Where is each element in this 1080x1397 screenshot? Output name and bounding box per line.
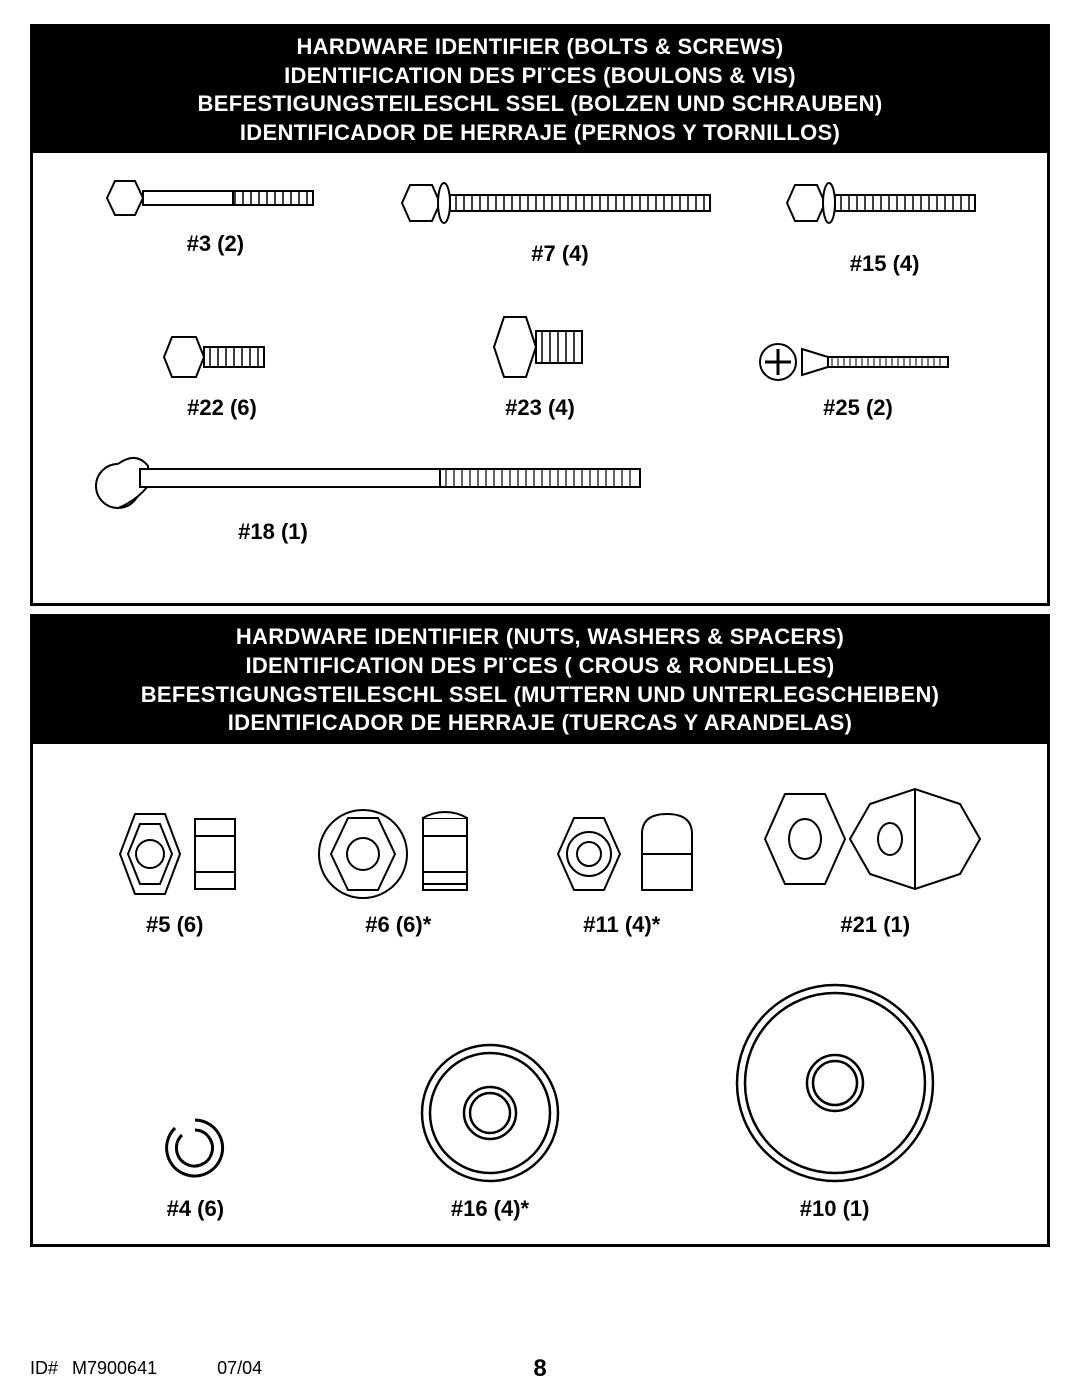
item-label: #11 (4)*: [583, 912, 660, 938]
coupling-nut-icon: [750, 784, 1000, 904]
item-label: #7 (4): [531, 241, 588, 267]
section2-title-line: IDENTIFICATION DES PI¨CES ( CROUS & ROND…: [37, 652, 1043, 681]
lock-washer-icon: [155, 1108, 235, 1188]
hex-bolt-stub-icon: [490, 307, 590, 387]
footer-id-label: ID#: [30, 1358, 58, 1379]
section-bolts-screws: HARDWARE IDENTIFIER (BOLTS & SCREWS) IDE…: [30, 24, 1050, 606]
carriage-bolt-long-icon: [88, 441, 658, 511]
item-label: #10 (1): [800, 1196, 870, 1222]
section1-title-line: BEFESTIGUNGSTEILESCHL SSEL (BOLZEN UND S…: [37, 90, 1043, 119]
section-nuts-washers: HARDWARE IDENTIFIER (NUTS, WASHERS & SPA…: [30, 614, 1050, 1246]
document-page: HARDWARE IDENTIFIER (BOLTS & SCREWS) IDE…: [0, 0, 1080, 1397]
section2-title-line: HARDWARE IDENTIFIER (NUTS, WASHERS & SPA…: [37, 623, 1043, 652]
hex-nut-icon: [100, 804, 250, 904]
section1-title-line: HARDWARE IDENTIFIER (BOLTS & SCREWS): [37, 33, 1043, 62]
footer-id-value: M7900641: [72, 1358, 157, 1379]
section2-title-line: IDENTIFICADOR DE HERRAJE (TUERCAS Y ARAN…: [37, 709, 1043, 738]
item-label: #4 (6): [167, 1196, 224, 1222]
section1-header: HARDWARE IDENTIFIER (BOLTS & SCREWS) IDE…: [33, 27, 1047, 153]
item-label: #5 (6): [146, 912, 203, 938]
large-washer-icon: [730, 978, 940, 1188]
hex-bolt-icon: [105, 173, 325, 223]
flange-bolt-short-icon: [785, 173, 985, 233]
phillips-screw-icon: [758, 337, 958, 387]
section1-title-line: IDENTIFICATION DES PI¨CES (BOULONS & VIS…: [37, 62, 1043, 91]
item-label: #25 (2): [823, 395, 893, 421]
section1-title-line: IDENTIFICADOR DE HERRAJE (PERNOS Y TORNI…: [37, 119, 1043, 148]
flat-washer-icon: [415, 1038, 565, 1188]
item-label: #15 (4): [850, 251, 920, 277]
flange-bolt-long-icon: [400, 173, 720, 233]
section2-body: #5 (6): [33, 744, 1047, 1244]
page-number: 8: [533, 1355, 546, 1383]
item-label: #22 (6): [187, 395, 257, 421]
item-label: #18 (1): [238, 519, 308, 545]
lock-nut-icon: [542, 804, 702, 904]
hex-bolt-small-icon: [162, 327, 282, 387]
footer-date: 07/04: [217, 1358, 262, 1379]
item-label: #3 (2): [187, 231, 244, 257]
item-label: #16 (4)*: [451, 1196, 529, 1222]
item-label: #23 (4): [505, 395, 575, 421]
page-footer: ID# M7900641 07/04 8: [30, 1358, 1050, 1379]
section1-body: #3 (2): [33, 153, 1047, 603]
flange-nut-icon: [313, 804, 483, 904]
item-label: #21 (1): [840, 912, 910, 938]
item-label: #6 (6)*: [365, 912, 431, 938]
section2-title-line: BEFESTIGUNGSTEILESCHL SSEL (MUTTERN UND …: [37, 681, 1043, 710]
section2-header: HARDWARE IDENTIFIER (NUTS, WASHERS & SPA…: [33, 617, 1047, 743]
